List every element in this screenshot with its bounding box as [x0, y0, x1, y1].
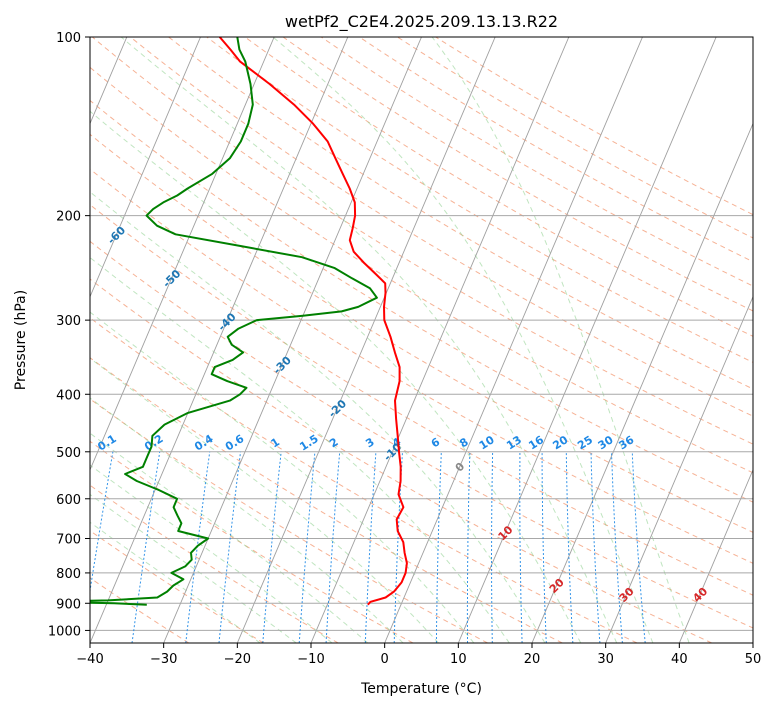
y-axis-label: Pressure (hPa) — [13, 290, 29, 390]
y-tick-label: 500 — [56, 446, 81, 461]
x-tick-label: −40 — [76, 652, 103, 667]
y-tick-label: 900 — [56, 597, 81, 612]
x-tick-label: 50 — [745, 652, 762, 667]
x-tick-label: −10 — [297, 652, 324, 667]
x-tick-label: 40 — [671, 652, 688, 667]
y-tick-label: 400 — [56, 388, 81, 403]
x-tick-label: −30 — [150, 652, 177, 667]
y-tick-label: 700 — [56, 533, 81, 548]
y-tick-label: 300 — [56, 314, 81, 329]
x-tick-label: 30 — [597, 652, 614, 667]
y-tick-label: 1000 — [48, 624, 81, 639]
y-tick-label: 200 — [56, 210, 81, 225]
y-tick-label: 100 — [56, 31, 81, 46]
x-tick-label: 10 — [450, 652, 467, 667]
x-tick-label: 20 — [524, 652, 541, 667]
x-tick-label: −20 — [224, 652, 251, 667]
x-axis-label: Temperature (°C) — [360, 681, 482, 697]
y-tick-label: 600 — [56, 493, 81, 508]
x-tick-label: 0 — [381, 652, 389, 667]
chart-title: wetPf2_C2E4.2025.209.13.13.R22 — [285, 12, 558, 32]
y-tick-label: 800 — [56, 567, 81, 582]
